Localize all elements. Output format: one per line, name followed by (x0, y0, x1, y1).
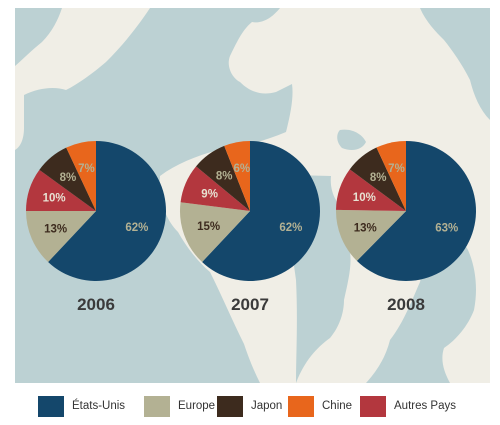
pie-slice (180, 202, 250, 263)
slice-label: 15% (197, 221, 220, 233)
legend-swatch (288, 395, 314, 417)
pie-slice (335, 209, 406, 261)
slice-label: 9% (201, 189, 218, 201)
legend-label: Autres Pays (394, 400, 456, 412)
ocean-shape (15, 8, 62, 66)
legend: États-Unis Europe Japon Chine Autres Pay… (0, 393, 500, 419)
pie-slice (196, 145, 250, 211)
legend-label: Japon (251, 400, 283, 412)
pie-slice (376, 141, 406, 211)
slice-label: 63% (435, 223, 458, 235)
year-label: 2008 (387, 295, 425, 314)
slice-label: 8% (370, 172, 387, 184)
legend-item-etats-unis: États-Unis (38, 393, 125, 419)
legend-label: Europe (178, 400, 216, 412)
pie-slice (180, 166, 250, 211)
ocean-shape (420, 8, 490, 120)
slice-label: 8% (60, 172, 77, 184)
slice-label: 10% (353, 192, 376, 204)
year-label: 2006 (77, 295, 115, 314)
pie-slice (39, 147, 96, 211)
ocean-shape (337, 129, 366, 150)
slice-label: 7% (78, 163, 95, 175)
legend-item-chine: Chine (288, 393, 352, 419)
legend-swatch (144, 395, 170, 417)
pie-slice (202, 141, 321, 281)
legend-swatch (360, 395, 386, 417)
slice-label: 62% (279, 222, 302, 234)
pie-slice (48, 141, 167, 281)
legend-item-autres-pays: Autres Pays (360, 393, 456, 419)
ocean-shape (366, 235, 476, 383)
legend-item-europe: Europe (144, 393, 215, 419)
slice-label: 13% (354, 223, 377, 235)
pie-slice (26, 211, 96, 263)
pie-slice (336, 169, 406, 211)
slice-label: 10% (43, 192, 66, 204)
legend-label: Chine (322, 400, 353, 412)
slice-label: 7% (388, 163, 405, 175)
pie-slice (356, 141, 476, 282)
pie-slice (66, 141, 96, 211)
pie-slice (349, 147, 406, 211)
legend-label: États-Unis (72, 400, 126, 412)
pie-slice (224, 141, 250, 211)
slice-label: 8% (216, 170, 233, 182)
slice-label: 6% (233, 163, 250, 175)
slice-label: 62% (125, 222, 148, 234)
year-label: 2007 (231, 295, 269, 314)
legend-swatch (217, 395, 243, 417)
pie-slice (26, 169, 96, 211)
slice-label: 13% (44, 223, 67, 235)
legend-swatch (38, 395, 64, 417)
legend-item-japon: Japon (217, 393, 282, 419)
